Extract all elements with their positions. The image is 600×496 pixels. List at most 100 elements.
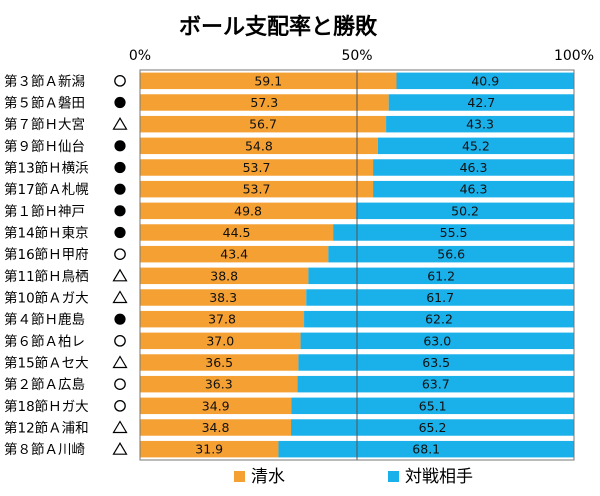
- category-label: 第14節Ｈ東京: [4, 225, 89, 242]
- data-label: 37.0: [206, 333, 234, 348]
- category-label: 第６節Ａ柏レ: [4, 333, 85, 350]
- category-label: 第13節Ｈ横浜: [4, 160, 89, 177]
- result-draw-marker: [112, 290, 128, 304]
- result-win-marker: [114, 96, 126, 109]
- data-label: 55.5: [440, 225, 468, 240]
- data-label: 49.8: [234, 203, 262, 218]
- x-tick-labels: 0% 50% 100%: [129, 48, 594, 64]
- data-label: 34.9: [202, 398, 230, 413]
- category-label: 第18節Ｈガ大: [4, 398, 89, 415]
- data-label: 62.2: [425, 312, 453, 327]
- x-tick-label: 50%: [341, 48, 372, 64]
- bar-segment-opponent: [308, 267, 574, 285]
- data-label: 63.7: [422, 377, 450, 392]
- data-label: 46.3: [460, 160, 488, 175]
- category-label: 第３節Ａ新潟: [4, 73, 85, 90]
- x-tick-label: 0%: [129, 48, 151, 64]
- bar-segment-shimizu: [140, 159, 374, 176]
- result-loss-marker: [114, 248, 126, 261]
- bar-segment-opponent: [298, 354, 574, 371]
- chart-title: ボール支配率と勝敗: [179, 14, 378, 40]
- category-label: 第９節Ｈ仙台: [4, 138, 85, 155]
- data-label: 43.3: [466, 117, 494, 132]
- data-label: 42.7: [467, 95, 495, 110]
- bar-segment-opponent: [291, 419, 574, 436]
- data-label: 56.7: [249, 117, 277, 132]
- bar-segment-opponent: [333, 224, 574, 241]
- result-draw-marker: [112, 441, 128, 455]
- category-labels: 第３節Ａ新潟第５節Ａ磐田第７節Ｈ大宮第９節Ｈ仙台第13節Ｈ横浜第17節Ａ札幌第１…: [4, 73, 128, 458]
- legend-label: 清水: [251, 467, 285, 487]
- category-label: 第７節Ｈ大宮: [4, 116, 85, 133]
- result-win-marker: [114, 313, 126, 325]
- data-label: 46.3: [460, 182, 488, 197]
- bar-segment-shimizu: [140, 180, 374, 198]
- category-label: 第４節Ｈ鹿島: [4, 311, 85, 328]
- data-label: 65.2: [419, 420, 447, 435]
- category-label: 第11節Ｈ鳥栖: [4, 268, 89, 285]
- bar-segment-shimizu: [140, 202, 357, 220]
- bar-segment-shimizu: [140, 310, 305, 328]
- category-label: 第15節Ａセ大: [4, 355, 89, 372]
- result-win-marker: [114, 226, 126, 239]
- bar-segment-shimizu: [140, 289, 307, 306]
- data-label: 34.8: [202, 420, 230, 435]
- data-label: 37.8: [208, 312, 236, 327]
- data-label: 36.3: [205, 377, 233, 392]
- result-win-marker: [114, 205, 126, 217]
- bar-segment-opponent: [396, 72, 574, 90]
- bar-segment-shimizu: [140, 397, 292, 415]
- data-label: 65.1: [419, 398, 447, 413]
- result-draw-marker: [112, 268, 128, 282]
- data-label: 31.9: [195, 442, 223, 457]
- bar-segment-shimizu: [140, 375, 298, 393]
- bar-segment-opponent: [356, 202, 574, 220]
- category-label: 第12節Ａ浦和: [4, 420, 89, 437]
- data-label: 59.1: [254, 73, 282, 88]
- bar-segment-shimizu: [140, 72, 397, 90]
- bar-segment-opponent: [386, 115, 574, 133]
- result-loss-marker: [114, 399, 126, 412]
- result-win-marker: [114, 140, 126, 152]
- result-draw-marker: [112, 116, 128, 130]
- bar-segment-shimizu: [140, 440, 279, 458]
- bar-segment-shimizu: [140, 115, 387, 133]
- data-label: 43.4: [220, 247, 248, 262]
- bar-segment-shimizu: [140, 354, 299, 371]
- data-label: 56.6: [437, 247, 465, 262]
- data-label: 63.0: [423, 333, 451, 348]
- bar-segment-opponent: [291, 397, 574, 415]
- bar-segment-opponent: [306, 289, 574, 306]
- data-label: 57.3: [250, 95, 278, 110]
- result-win-marker: [114, 161, 126, 174]
- bar-segment-opponent: [304, 310, 574, 328]
- category-label: 第１節Ｈ神戸: [4, 203, 85, 220]
- plot-area: 59.1 40.9 57.3 42.7 56.7 43.3 54.8 45.2 53.7 46.3…: [139, 69, 575, 461]
- data-label: 44.5: [223, 225, 251, 240]
- bar-segment-opponent: [297, 375, 574, 393]
- data-label: 38.3: [209, 290, 237, 305]
- category-label: 第５節Ａ磐田: [4, 95, 85, 112]
- data-label: 50.2: [451, 203, 479, 218]
- result-loss-marker: [114, 334, 126, 347]
- category-label: 第10節Ａガ大: [4, 290, 89, 307]
- data-label: 53.7: [243, 182, 271, 197]
- category-label: 第17節Ａ札幌: [4, 181, 89, 198]
- result-win-marker: [114, 183, 126, 195]
- bar-segment-shimizu: [140, 137, 378, 155]
- result-loss-marker: [114, 378, 126, 391]
- category-label: 第８節Ａ川崎: [4, 441, 85, 458]
- data-label: 38.8: [210, 268, 238, 283]
- data-label: 36.5: [205, 355, 233, 370]
- data-label: 45.2: [462, 138, 490, 153]
- bar-segment-opponent: [300, 332, 574, 350]
- result-loss-marker: [114, 74, 126, 87]
- data-label: 61.7: [426, 290, 454, 305]
- legend-swatch: [234, 471, 245, 482]
- bar-segment-opponent: [377, 137, 574, 155]
- category-label: 第16節Ｈ甲府: [4, 246, 89, 263]
- legend-swatch: [388, 471, 399, 482]
- bar-segment-opponent: [388, 94, 574, 111]
- legend: 清水 対戦相手: [234, 467, 473, 487]
- data-label: 53.7: [243, 160, 271, 175]
